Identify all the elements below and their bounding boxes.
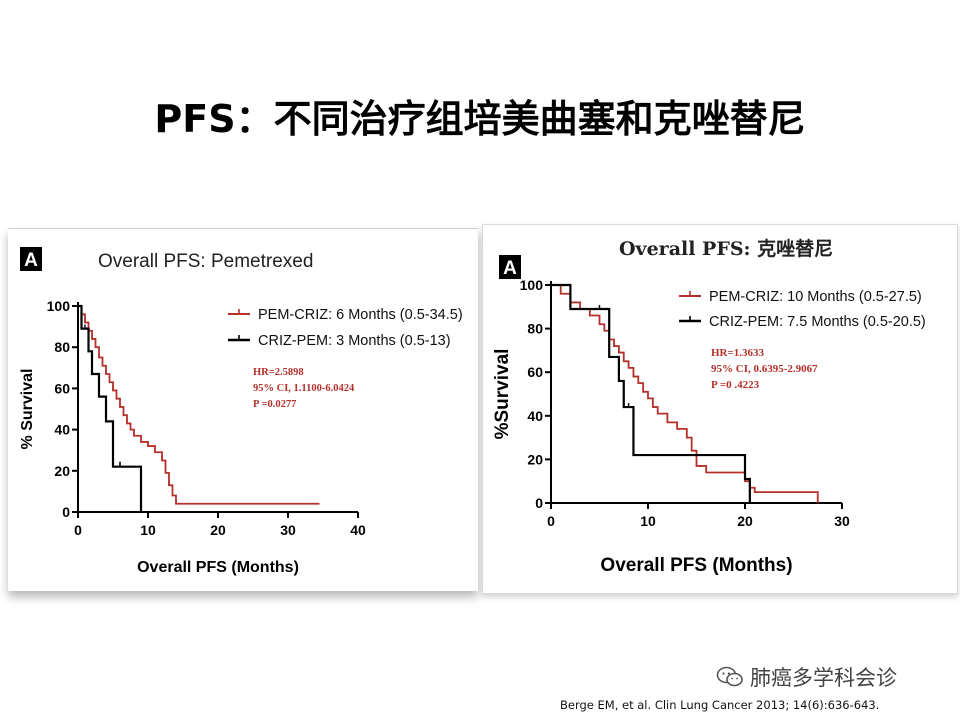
x-tick-label: 0 <box>547 513 555 529</box>
x-tick-label: 40 <box>350 522 366 538</box>
x-tick-label: 10 <box>640 513 656 529</box>
y-tick-label: 100 <box>520 277 544 293</box>
y-tick-label: 0 <box>535 495 543 511</box>
legend-label: CRIZ-PEM: 3 Months (0.5-13) <box>258 333 451 349</box>
stats-line: P =0.0277 <box>253 399 296 410</box>
y-tick-label: 100 <box>47 298 71 314</box>
y-tick-label: 40 <box>527 408 543 424</box>
crizotinib-pfs-panel: A Overall PFS: 克唑替尼 0 10 20 30 0 20 40 60 80 100 Ove… <box>482 224 958 594</box>
stats-line: P =0 .4223 <box>711 379 760 391</box>
x-axis-label: Overall PFS (Months) <box>137 559 299 576</box>
chart-title: Overall PFS: 克唑替尼 <box>619 237 833 260</box>
crizotinib-km-chart: A Overall PFS: 克唑替尼 0 10 20 30 0 20 40 60 80 100 Ove… <box>492 237 926 576</box>
legend-label: CRIZ-PEM: 7.5 Months (0.5-20.5) <box>709 314 926 330</box>
stats-line: HR=1.3633 <box>711 347 765 359</box>
y-axis-label: % Survival <box>19 369 36 450</box>
x-tick-label: 20 <box>210 522 226 538</box>
y-tick-label: 20 <box>527 451 543 467</box>
stats-line: HR=2.5898 <box>253 367 304 378</box>
x-axis-label: Overall PFS (Months) <box>600 555 792 576</box>
legend-label: PEM-CRIZ: 10 Months (0.5-27.5) <box>709 289 922 305</box>
km-curve-black <box>78 304 143 512</box>
y-tick-label: 20 <box>54 463 70 479</box>
y-tick-label: 60 <box>527 364 543 380</box>
y-tick-label: 80 <box>54 339 70 355</box>
wechat-icon <box>716 666 743 687</box>
x-tick-label: 30 <box>280 522 296 538</box>
citation: Berge EM, et al. Clin Lung Cancer 2013; … <box>560 698 880 712</box>
x-tick-label: 30 <box>834 513 850 529</box>
y-tick-label: 0 <box>62 504 70 520</box>
panel-letter-badge <box>20 247 42 271</box>
km-curve-black <box>551 283 751 503</box>
slide-title: PFS：不同治疗组培美曲塞和克唑替尼 <box>154 97 806 141</box>
chart-title: Overall PFS: Pemetrexed <box>98 251 313 272</box>
y-tick-label: 80 <box>527 321 543 337</box>
stats-line: 95% CI, 1.1100-6.0424 <box>253 383 355 394</box>
watermark: 肺癌多学科会诊 <box>716 662 897 692</box>
panel-letter-badge <box>499 255 521 279</box>
x-tick-label: 10 <box>140 522 156 538</box>
pemetrexed-pfs-panel: A Overall PFS: Pemetrexed 0 10 20 30 40 0 20 40 60… <box>8 228 478 591</box>
y-tick-label: 40 <box>54 422 70 438</box>
pemetrexed-km-chart: A Overall PFS: Pemetrexed 0 10 20 30 40 0 20 40 60… <box>19 247 463 576</box>
watermark-text: 肺癌多学科会诊 <box>750 666 897 690</box>
y-axis-label: %Survival <box>492 349 513 440</box>
x-tick-label: 0 <box>74 522 82 538</box>
km-curve-red <box>551 284 819 503</box>
stats-line: 95% CI, 0.6395-2.9067 <box>711 363 818 375</box>
panel-letter: A <box>24 250 38 271</box>
x-tick-label: 20 <box>737 513 753 529</box>
panel-letter: A <box>503 258 517 279</box>
legend-label: PEM-CRIZ: 6 Months (0.5-34.5) <box>258 307 463 323</box>
y-tick-label: 60 <box>54 380 70 396</box>
